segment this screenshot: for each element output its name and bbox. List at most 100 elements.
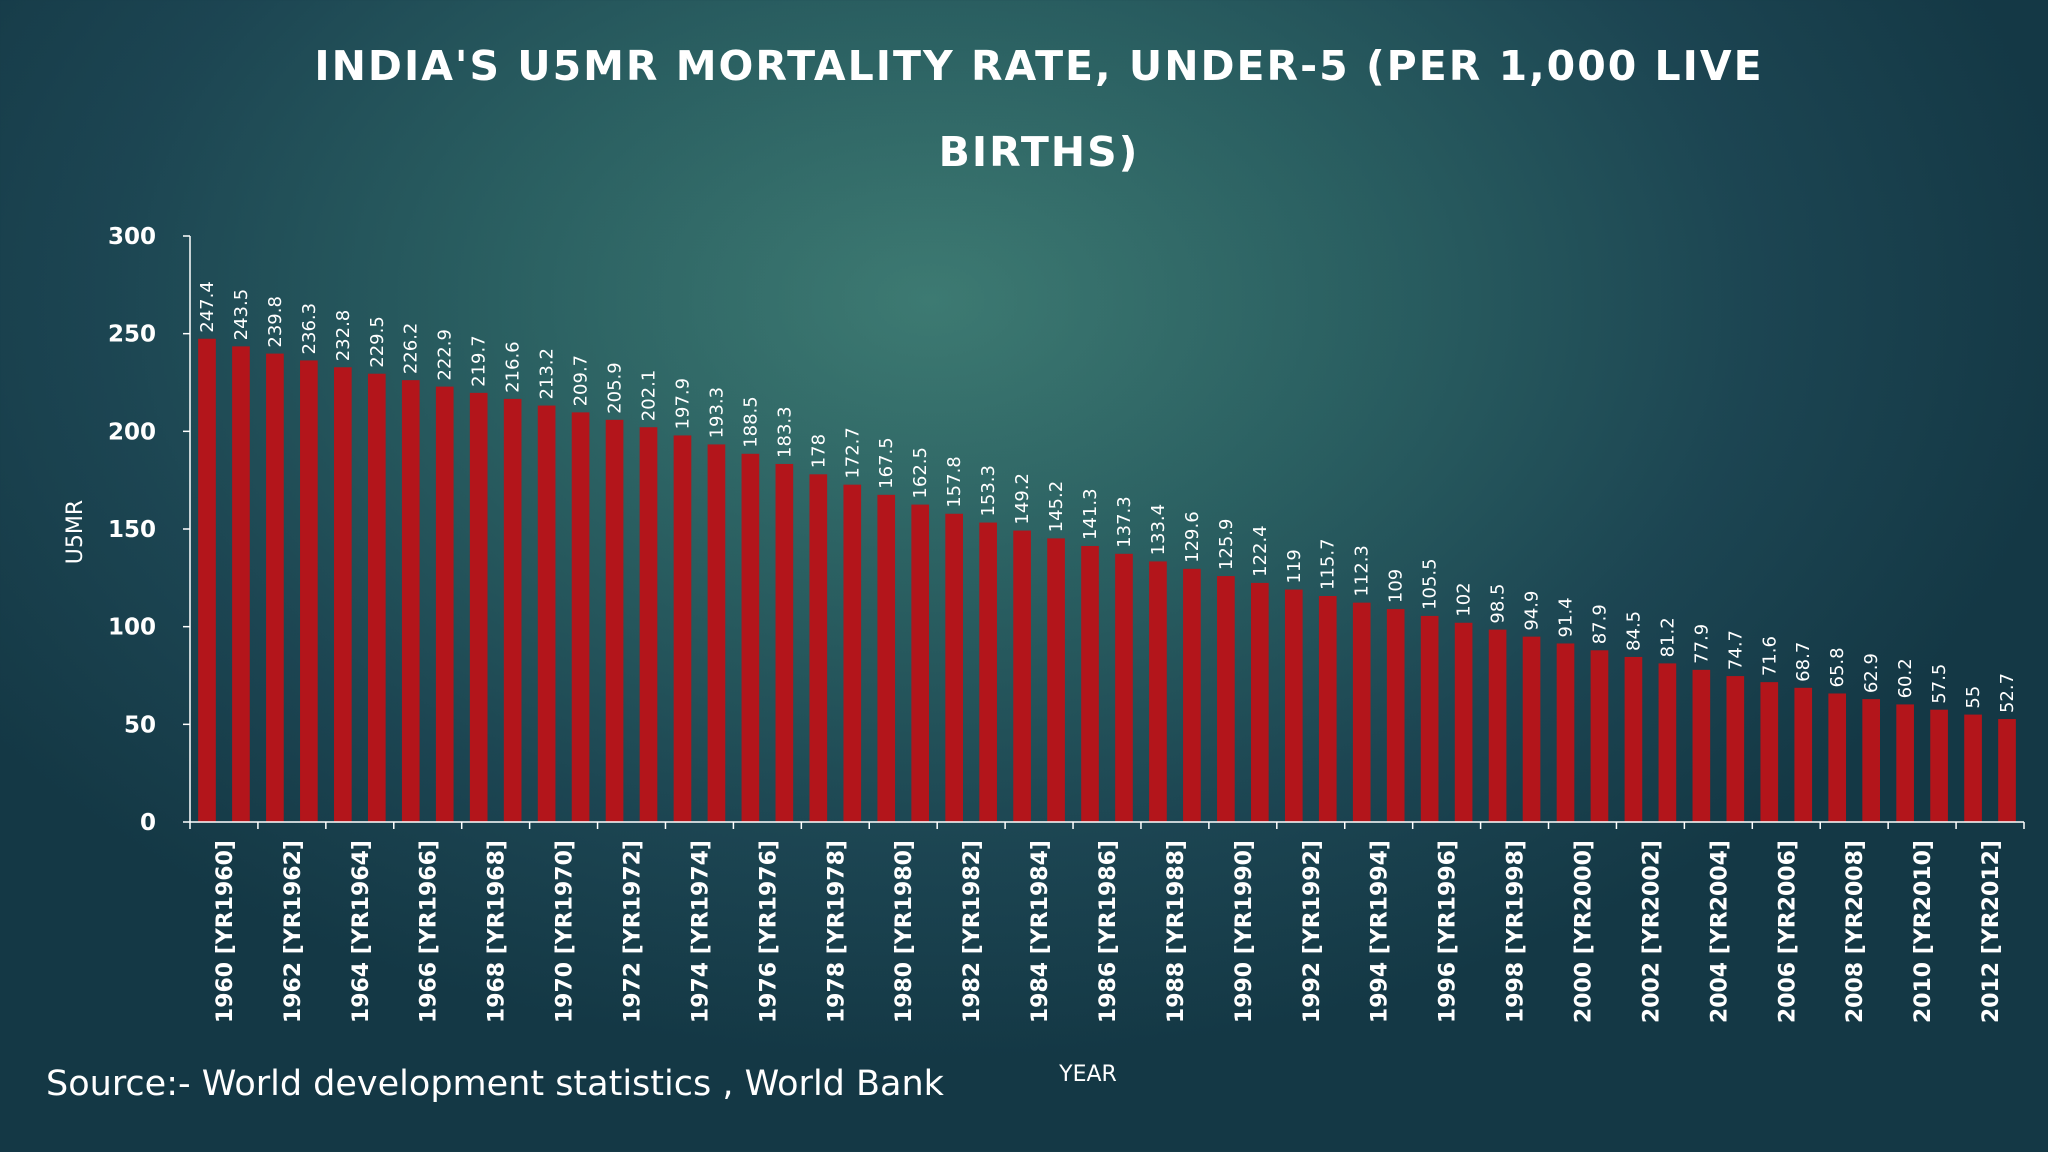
- bar-1981: [911, 504, 930, 822]
- bar-1986: [1081, 545, 1099, 822]
- data-label-1991: 122.4: [1250, 525, 1271, 577]
- bar-1995: [1386, 609, 1405, 822]
- bar-2008: [1828, 693, 1847, 822]
- bar-1977: [775, 463, 794, 822]
- bars-group: [198, 338, 2016, 822]
- x-tick-label-1960: 1960 [YR1960]: [213, 840, 238, 1023]
- chart-title-line-2: BIRTHS): [938, 128, 1140, 176]
- bar-1982: [945, 513, 963, 822]
- x-tick-label-2012: 2012 [YR2012]: [1979, 840, 2004, 1023]
- data-label-1975: 193.3: [706, 387, 727, 439]
- data-label-1990: 125.9: [1216, 519, 1237, 571]
- x-tick-label-1966: 1966 [YR1966]: [417, 840, 442, 1023]
- data-label-1992: 119: [1284, 549, 1305, 583]
- bar-1972: [605, 419, 624, 822]
- data-label-1963: 236.3: [299, 303, 320, 355]
- bar-1979: [843, 484, 862, 822]
- bar-1994: [1352, 602, 1371, 822]
- x-ticks-group: 1960 [YR1960] 1962 [YR1962] 1964 [YR1964] 1…: [189, 822, 2025, 1023]
- bar-1968: [469, 392, 488, 822]
- bar-2009: [1862, 699, 1880, 822]
- bar-2002: [1624, 656, 1643, 822]
- bar-1963: [300, 360, 318, 822]
- data-label-1974: 197.9: [672, 378, 693, 430]
- bar-2011: [1930, 709, 1948, 822]
- bar-2005: [1726, 676, 1745, 822]
- x-tick-label-1980: 1980 [YR1980]: [892, 840, 917, 1023]
- source-note: Source:- World development statistics , …: [46, 1064, 944, 1104]
- x-tick-label-1972: 1972 [YR1972]: [621, 840, 646, 1023]
- bar-1966: [401, 380, 420, 822]
- data-label-1978: 178: [808, 434, 829, 468]
- x-tick-label-2002: 2002 [YR2002]: [1639, 840, 1664, 1023]
- data-label-2008: 65.8: [1827, 647, 1848, 687]
- bar-1984: [1013, 530, 1031, 822]
- bar-1990: [1217, 576, 1235, 822]
- y-tick-label-0: 0: [140, 810, 156, 836]
- x-tick-label-1964: 1964 [YR1964]: [349, 840, 374, 1023]
- data-label-1970: 213.2: [537, 348, 558, 400]
- data-label-2009: 62.9: [1861, 653, 1882, 693]
- data-label-2001: 87.9: [1589, 604, 1610, 644]
- data-label-1996: 105.5: [1420, 558, 1441, 610]
- bar-1998: [1488, 629, 1507, 822]
- data-label-1968: 219.7: [469, 335, 490, 387]
- data-label-1998: 98.5: [1488, 584, 1509, 624]
- x-tick-label-2008: 2008 [YR2008]: [1843, 840, 1868, 1023]
- bar-1980: [877, 494, 896, 822]
- data-label-1976: 188.5: [740, 396, 761, 448]
- data-labels-group: 247.4 243.5 239.8 236.3 232.8 229.5 226.2 222.9…: [197, 281, 2018, 713]
- x-tick-label-1990: 1990 [YR1990]: [1232, 840, 1257, 1023]
- bar-1978: [809, 474, 828, 822]
- x-tick-label-2004: 2004 [YR2004]: [1707, 840, 1732, 1023]
- y-tick-label-200: 200: [108, 419, 156, 445]
- data-label-1999: 94.9: [1522, 591, 1543, 631]
- x-tick-label-1962: 1962 [YR1962]: [281, 840, 306, 1023]
- x-tick-label-1982: 1982 [YR1982]: [960, 840, 985, 1023]
- data-label-1988: 133.4: [1148, 504, 1169, 556]
- data-label-2013: 52.7: [1997, 673, 2018, 713]
- bar-2000: [1556, 643, 1575, 822]
- data-label-1981: 162.5: [910, 447, 931, 499]
- x-tick-label-1976: 1976 [YR1976]: [756, 840, 781, 1023]
- data-label-2010: 60.2: [1895, 658, 1916, 698]
- y-axis-title: U5MR: [63, 500, 88, 564]
- data-label-1966: 226.2: [401, 323, 422, 375]
- bar-1976: [741, 453, 760, 822]
- y-tick-label-250: 250: [108, 322, 156, 348]
- bar-1960: [198, 338, 216, 822]
- y-tick-label-50: 50: [124, 712, 156, 738]
- x-tick-label-1992: 1992 [YR1992]: [1300, 840, 1325, 1023]
- x-tick-label-1984: 1984 [YR1984]: [1028, 840, 1053, 1023]
- bar-1996: [1420, 615, 1439, 822]
- data-label-1960: 247.4: [197, 281, 218, 333]
- x-tick-label-1996: 1996 [YR1996]: [1436, 840, 1461, 1023]
- data-label-1997: 102: [1454, 582, 1475, 616]
- bar-1962: [266, 353, 284, 822]
- data-label-1971: 209.7: [571, 355, 592, 407]
- x-tick-label-1970: 1970 [YR1970]: [553, 840, 578, 1023]
- bar-1969: [503, 398, 522, 822]
- bar-2007: [1794, 687, 1813, 822]
- data-label-1993: 115.7: [1318, 538, 1339, 590]
- bar-2012: [1964, 714, 1982, 822]
- y-ticks-group: 0 50 100 150 200 250 300: [108, 224, 190, 836]
- x-tick-label-1998: 1998 [YR1998]: [1504, 840, 1529, 1023]
- bar-1985: [1047, 538, 1065, 822]
- bar-1975: [707, 444, 726, 822]
- data-label-1979: 172.7: [842, 427, 863, 479]
- bar-1988: [1149, 561, 1167, 822]
- data-label-2003: 81.2: [1657, 617, 1678, 657]
- data-label-1973: 202.1: [639, 370, 660, 422]
- data-label-1982: 157.8: [944, 456, 965, 508]
- bar-1970: [537, 405, 556, 822]
- y-tick-label-100: 100: [108, 615, 156, 641]
- data-label-2004: 77.9: [1691, 624, 1712, 664]
- data-label-1994: 112.3: [1352, 545, 1373, 597]
- x-tick-label-1994: 1994 [YR1994]: [1368, 840, 1393, 1023]
- bar-1992: [1284, 589, 1303, 822]
- data-label-2007: 68.7: [1793, 642, 1814, 682]
- data-label-2011: 57.5: [1929, 664, 1950, 704]
- data-label-1986: 141.3: [1080, 488, 1101, 540]
- bar-1973: [639, 427, 658, 822]
